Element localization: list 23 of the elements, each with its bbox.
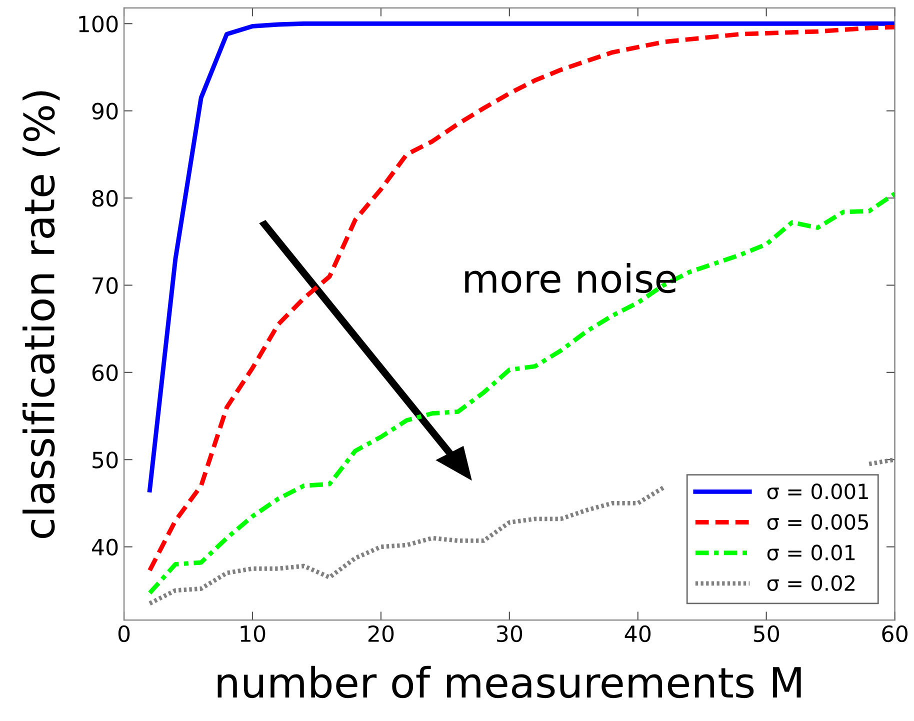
y-tick-label: 40	[92, 538, 118, 556]
y-tick-label: 80	[92, 190, 118, 207]
line-series	[147, 24, 895, 573]
x-tick-label: 20	[368, 625, 394, 642]
x-axis-title: number of measurements M	[218, 666, 801, 698]
y-tick-label: 100	[79, 16, 118, 32]
y-tick-label: 50	[92, 452, 118, 468]
y-tick-label: 70	[92, 277, 118, 294]
legend-label: σ = 0.005	[767, 514, 868, 530]
x-tick-label: 50	[754, 625, 780, 642]
x-tick-label: 0	[118, 625, 130, 642]
line-series	[147, 191, 895, 596]
y-axis-title: classification rate (%)	[22, 91, 60, 538]
annotation: more noise	[465, 263, 676, 294]
x-tick-label: 40	[624, 625, 651, 642]
x-tick-label: 30	[496, 625, 522, 642]
x-tick-label: 60	[882, 625, 908, 642]
legend-label: σ = 0.02	[767, 575, 854, 592]
x-tick-label: 10	[240, 625, 266, 642]
y-tick-label: 60	[92, 364, 118, 382]
legend-label: σ = 0.001	[767, 484, 868, 500]
y-tick-label: 90	[92, 102, 118, 120]
legend-label: σ = 0.01	[767, 544, 855, 560]
